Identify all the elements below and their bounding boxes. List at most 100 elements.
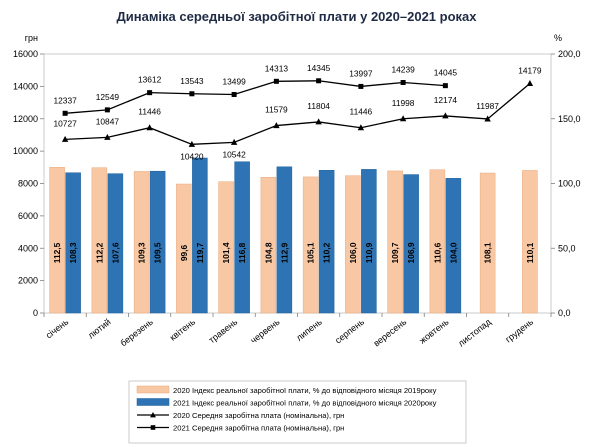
bar	[429, 169, 446, 314]
line-point	[273, 78, 279, 84]
bar-data-label: 112,9	[279, 242, 289, 263]
category-label: жовтень	[417, 317, 450, 346]
right-tick-label: 100,0	[558, 179, 581, 189]
bar	[479, 172, 496, 314]
bar	[234, 161, 250, 314]
line-data-label: 11446	[350, 107, 373, 117]
bar	[445, 178, 462, 314]
line-data-label: 14045	[434, 68, 458, 78]
category-label: квітень	[168, 317, 198, 343]
line-point	[315, 118, 322, 125]
category-label: липень	[294, 317, 324, 343]
bars	[49, 157, 538, 314]
bar	[107, 173, 124, 314]
line-point	[316, 78, 322, 84]
bar	[318, 170, 335, 314]
legend-box	[128, 380, 467, 444]
line-point	[273, 122, 280, 129]
line-data-label: 10727	[53, 118, 77, 128]
left-tick-label: 12000	[13, 114, 38, 124]
legend-marker	[150, 412, 156, 418]
line-data-label: 14179	[518, 65, 542, 75]
bar	[218, 181, 234, 314]
bar	[345, 175, 361, 314]
line-point	[442, 112, 449, 119]
bar	[260, 177, 277, 314]
line-data-label: 13612	[138, 75, 162, 85]
left-tick-label: 2000	[18, 276, 38, 286]
line-data-label: 11987	[476, 101, 499, 111]
line-point	[484, 115, 491, 122]
bar-data-label: 108,3	[68, 242, 78, 263]
bar-data-label: 110,1	[525, 242, 535, 263]
category-label: листопад	[456, 316, 493, 348]
line-data-label: 12174	[434, 95, 458, 105]
legend: 2020 Індекс реальної заробітної плати, %…	[128, 380, 467, 444]
line-data-label: 14313	[265, 63, 289, 73]
bar	[387, 170, 403, 314]
bar	[149, 170, 166, 314]
category-label: червень	[249, 317, 282, 346]
bar	[302, 176, 319, 314]
line-data-label: 14345	[307, 63, 331, 73]
legend-swatch	[136, 385, 170, 394]
bar-data-label: 104,8	[263, 242, 273, 263]
series-line	[65, 80, 446, 114]
bar-data-label: 109,5	[153, 242, 163, 263]
left-tick-label: 4000	[18, 243, 38, 253]
line-data-label: 12337	[53, 95, 77, 105]
bar	[192, 157, 208, 314]
line-data-label: 10420	[180, 151, 204, 161]
line-point	[189, 91, 195, 97]
chart-title: Динаміка середньої заробітної плати у 20…	[116, 9, 477, 24]
category-label: березень	[118, 317, 155, 349]
bar	[49, 167, 65, 314]
bar-data-label: 110,9	[364, 242, 374, 263]
line-point	[61, 135, 69, 142]
line-point	[147, 90, 153, 96]
bar	[522, 170, 538, 314]
right-tick-label: 150,0	[558, 114, 581, 124]
bar-data-label: 112,2	[94, 242, 104, 263]
series-line	[65, 82, 531, 145]
line-point	[104, 133, 111, 140]
line-point	[358, 83, 364, 89]
right-axis-unit: %	[554, 33, 562, 43]
category-label: вересень	[372, 317, 409, 349]
left-tick-label: 6000	[18, 211, 38, 221]
line-data-label: 11446	[138, 107, 161, 117]
bar-data-label: 106,0	[348, 242, 358, 263]
bar-data-label: 109,3	[137, 242, 147, 263]
category-label: лютий	[86, 317, 113, 341]
bar	[403, 174, 419, 314]
bar-data-label: 112,5	[52, 242, 62, 263]
category-label: серпень	[333, 317, 366, 346]
legend-entry: 2021 Середня заробітна плата (номінальна…	[173, 424, 344, 433]
bar-data-label: 105,1	[306, 242, 316, 263]
right-tick-label: 50,0	[558, 243, 576, 253]
line-point	[399, 115, 407, 122]
line-data-label: 13997	[349, 68, 373, 78]
legend-entry: 2020 Середня заробітна плата (номінальна…	[173, 411, 344, 420]
line-point	[231, 91, 237, 97]
lines	[61, 78, 534, 147]
bar-data-label: 104,0	[448, 242, 458, 263]
bar-data-label: 106,9	[406, 242, 416, 263]
legend-entry: 2020 Індекс реальної заробітної плати, %…	[173, 386, 437, 395]
legend-swatch	[136, 398, 170, 406]
bar	[276, 166, 293, 314]
bar-data-label: 107,6	[110, 242, 120, 263]
legend-entry: 2021 Індекс реальної заробітної плати, %…	[173, 399, 437, 408]
line-point	[526, 79, 534, 86]
line-data-label: 13499	[222, 76, 246, 86]
line-point	[62, 110, 68, 116]
line-data-label: 14239	[391, 65, 415, 75]
left-tick-label: 0	[33, 308, 38, 318]
bar-data-label: 109,7	[390, 242, 400, 263]
legend-marker	[150, 425, 156, 430]
line-data-label: 13543	[180, 76, 204, 86]
line-point	[400, 80, 406, 86]
category-label: січень	[44, 317, 71, 341]
data-labels: 112,5 112,2 109,3 99,6 101,4 104,8 105,1 106,0 1…	[52, 63, 542, 264]
line-data-label: 10847	[96, 116, 120, 126]
